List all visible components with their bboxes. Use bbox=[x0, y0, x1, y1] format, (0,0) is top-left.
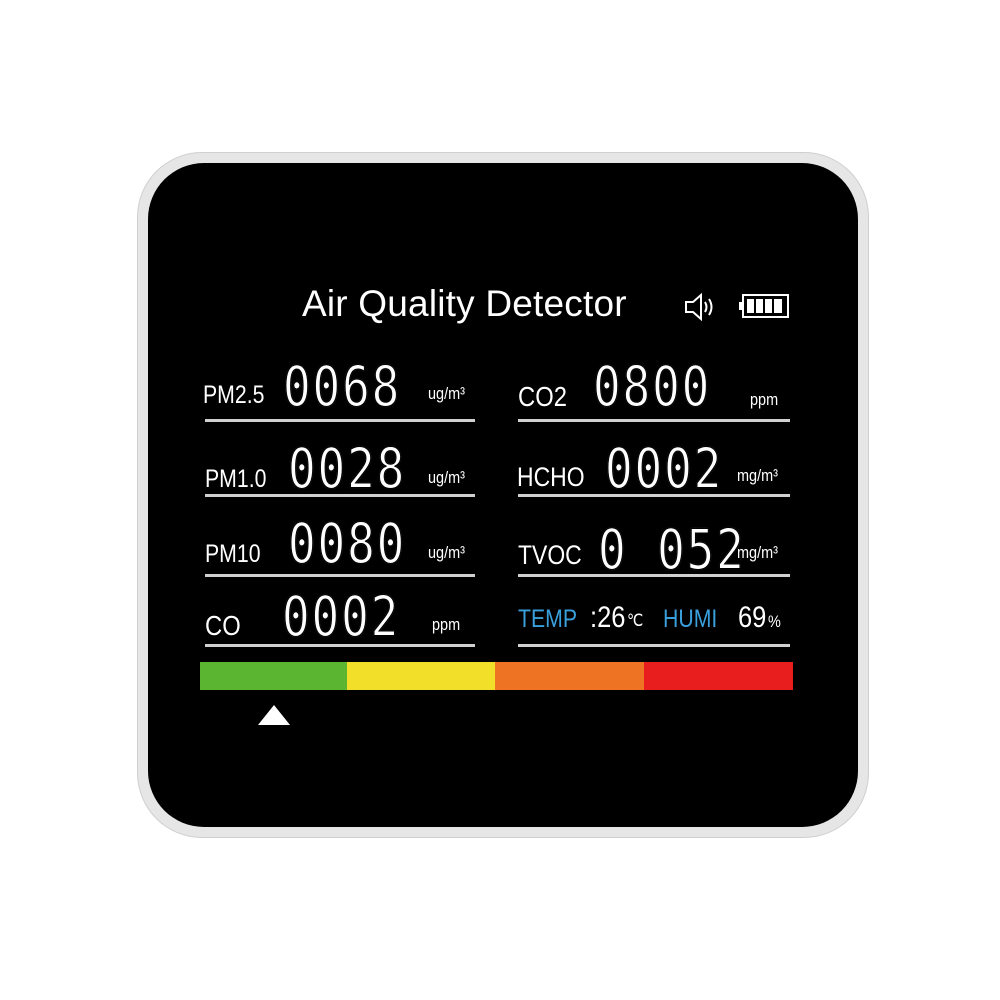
hcho-value: 0002 bbox=[605, 436, 724, 501]
humi-value: 69 bbox=[738, 601, 767, 634]
divider bbox=[205, 494, 475, 497]
tvoc-value: 0 052 bbox=[598, 517, 746, 582]
divider bbox=[205, 574, 475, 577]
hcho-label: HCHO bbox=[517, 462, 585, 492]
divider bbox=[205, 644, 475, 647]
battery-icon bbox=[739, 294, 789, 318]
divider bbox=[518, 574, 790, 577]
level-indicator-triangle-icon bbox=[258, 705, 291, 725]
humi-label: HUMI bbox=[663, 605, 718, 633]
pm25-value: 0068 bbox=[283, 354, 402, 419]
pm10-label: PM1.0 bbox=[205, 465, 267, 493]
speaker-icon bbox=[685, 292, 713, 322]
temp-unit: ℃ bbox=[627, 611, 644, 630]
pm25-label: PM2.5 bbox=[203, 381, 265, 409]
co-label: CO bbox=[205, 610, 241, 641]
pm100-value: 0080 bbox=[288, 511, 407, 576]
divider bbox=[518, 494, 790, 497]
scale-segment-moderate bbox=[347, 662, 495, 690]
temp-label: TEMP bbox=[518, 605, 578, 633]
tvoc-unit: mg/m³ bbox=[737, 543, 778, 562]
divider bbox=[518, 644, 790, 647]
pm10-value: 0028 bbox=[288, 436, 407, 501]
temp-value: :26 bbox=[590, 601, 626, 634]
co2-value: 0800 bbox=[593, 354, 712, 419]
scale-segment-hazardous bbox=[644, 662, 793, 690]
scale-segment-poor bbox=[495, 662, 644, 690]
hcho-unit: mg/m³ bbox=[737, 466, 778, 485]
co2-unit: ppm bbox=[750, 390, 779, 409]
pm10-unit: ug/m³ bbox=[428, 468, 465, 487]
co-unit: ppm bbox=[432, 615, 461, 634]
co-value: 0002 bbox=[282, 584, 401, 649]
humi-unit: % bbox=[768, 612, 781, 631]
divider bbox=[518, 419, 790, 422]
pm100-label: PM10 bbox=[205, 540, 261, 568]
pm25-unit: ug/m³ bbox=[428, 384, 465, 403]
scale-segment-good bbox=[200, 662, 347, 690]
tvoc-label: TVOC bbox=[518, 540, 582, 570]
pm100-unit: ug/m³ bbox=[428, 543, 465, 562]
co2-label: CO2 bbox=[518, 381, 567, 412]
divider bbox=[205, 419, 475, 422]
title: Air Quality Detector bbox=[302, 283, 627, 324]
